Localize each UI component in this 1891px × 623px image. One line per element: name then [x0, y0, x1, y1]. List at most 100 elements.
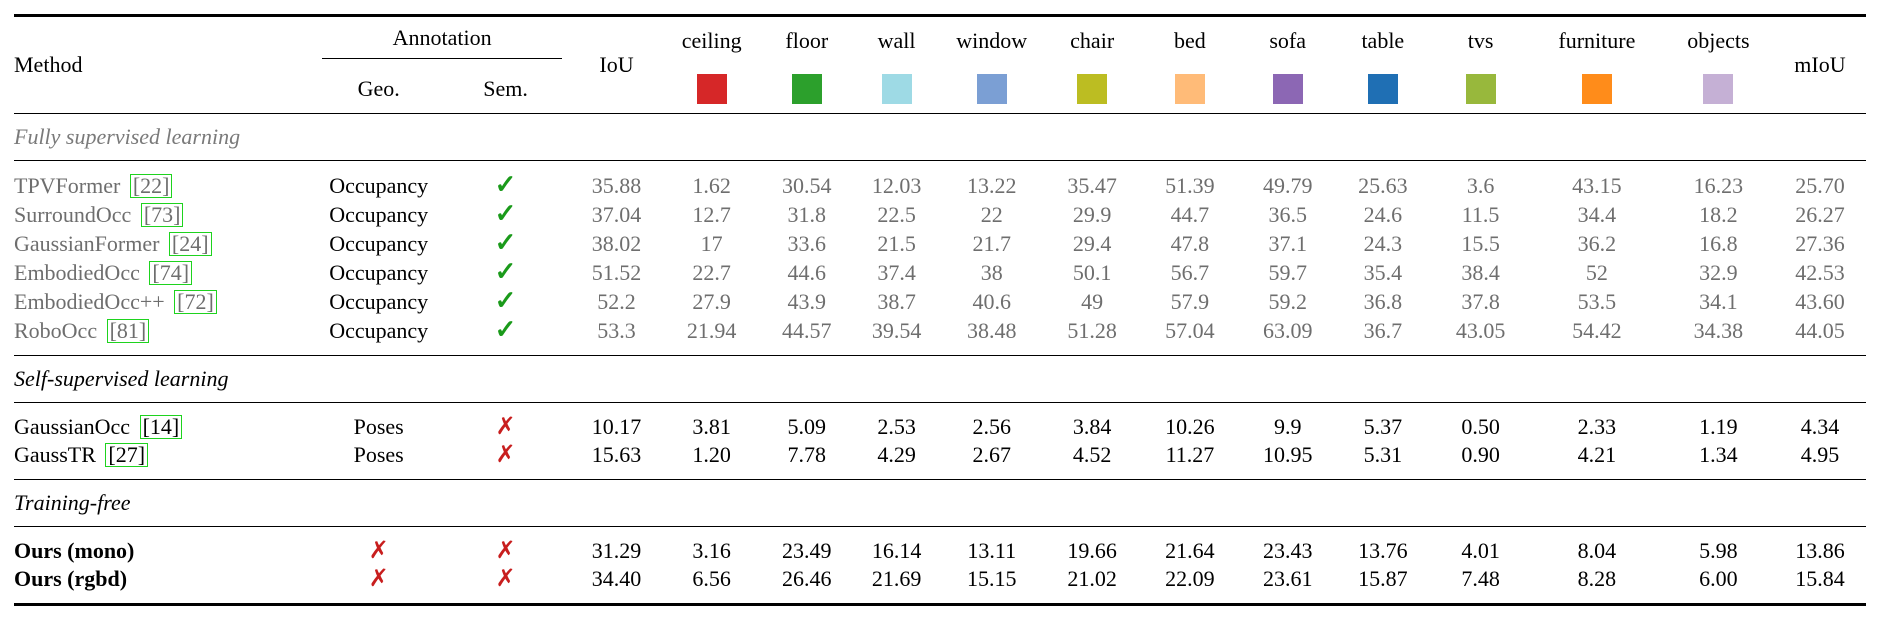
citation-link[interactable]: [24] [168, 231, 212, 256]
metric-value-cell: 22.09 [1165, 566, 1215, 591]
class-header-objects: objects [1687, 28, 1750, 53]
metric-value-cell: 34.1 [1699, 288, 1738, 314]
cross-mark-icon: ✗ [495, 566, 516, 592]
class-header-ceiling: ceiling [681, 28, 742, 53]
sem-annotation-cell: ✗ [442, 441, 569, 469]
metric-value-cell: 31.29 [591, 538, 642, 563]
citation-number: 72 [184, 288, 207, 314]
metric-value-cell: 21.7 [972, 230, 1011, 256]
table-row: Ours (mono) ✗ ✗ 31.29 3.16 23.49 16.14 13.11 19.… [14, 537, 1866, 565]
section-row-self-supervised: Self-supervised learning [14, 355, 1866, 403]
metric-value-cell: 22.5 [877, 201, 916, 227]
sem-annotation-cell: ✗ [442, 565, 569, 593]
citation-link[interactable]: [74] [149, 260, 193, 285]
metric-value-cell: 21.94 [686, 317, 737, 343]
metric-value-cell: 50.1 [1072, 259, 1112, 285]
header-row-2: Geo. Sem. [14, 65, 1866, 114]
metric-value-cell: 12.03 [871, 172, 922, 198]
metric-value-cell: 13.22 [966, 172, 1017, 198]
metric-value-cell: 36.8 [1363, 288, 1403, 314]
metric-value-cell: 42.53 [1795, 259, 1845, 285]
objects-color-swatch [1703, 74, 1734, 105]
metric-value-cell: 44.6 [787, 259, 827, 285]
miou-header: mIoU [1794, 52, 1846, 77]
class-header-bed: bed [1174, 28, 1206, 53]
check-mark-icon: ✓ [494, 170, 517, 199]
citation-link[interactable]: [81] [106, 318, 150, 343]
citation-link[interactable]: [73] [140, 202, 184, 227]
metric-value-cell: 57.04 [1165, 317, 1215, 343]
section-title-self-supervised: Self-supervised learning [14, 366, 229, 391]
geo-annotation-cell: Occupancy [315, 200, 442, 229]
table-color-swatch [1367, 74, 1398, 105]
citation-link[interactable]: [72] [174, 288, 217, 314]
sem-annotation-cell: ✗ [442, 537, 569, 565]
metric-value-cell: 31.8 [787, 201, 827, 227]
metric-value-cell: 23.49 [782, 538, 832, 563]
citation-link[interactable]: [14] [139, 415, 183, 439]
metric-value-cell: 39.54 [871, 317, 922, 343]
metric-value-cell: 24.6 [1363, 201, 1403, 227]
swatch-cell-tvs [1430, 65, 1530, 114]
results-table-container: Method Annotation IoU ceiling floor wall… [14, 14, 1866, 606]
metric-value-cell: 4.52 [1072, 442, 1112, 467]
method-name: Ours (mono) [14, 538, 135, 563]
geo-header: Geo. [357, 76, 400, 101]
class-header-table: table [1361, 28, 1405, 53]
method-name-cell: GaussianOcc [14] [14, 413, 315, 441]
metric-value-cell: 11.27 [1165, 442, 1215, 467]
metric-value-cell: 43.9 [787, 288, 827, 314]
class-header-chair: chair [1070, 28, 1115, 53]
swatch-cell-floor [759, 65, 854, 114]
metric-value-cell: 59.2 [1268, 288, 1307, 314]
metric-value-cell: 3.81 [692, 414, 731, 439]
metric-value-cell: 21.64 [1165, 538, 1215, 563]
geo-annotation-value: Occupancy [329, 230, 429, 256]
swatch-cell-wall [854, 65, 939, 114]
metric-value-cell: 3.6 [1466, 172, 1495, 198]
metric-value-cell: 37.4 [877, 259, 916, 285]
metric-value-cell: 38 [980, 259, 1003, 285]
annotation-header: Annotation [315, 16, 569, 66]
results-table: Method Annotation IoU ceiling floor wall… [14, 14, 1866, 606]
metric-value-cell: 10.26 [1165, 414, 1215, 439]
sem-header: Sem. [483, 76, 528, 101]
geo-annotation-value: Occupancy [329, 201, 429, 227]
check-mark-icon: ✓ [494, 257, 517, 286]
metric-value-cell: 51.28 [1067, 317, 1117, 343]
section-title-training-free: Training-free [14, 490, 131, 515]
metric-value-cell: 22 [980, 201, 1003, 227]
metric-value-cell: 51.52 [591, 259, 642, 285]
method-name-cell: SurroundOcc [73] [14, 200, 315, 229]
geo-annotation-value: Occupancy [329, 317, 429, 343]
cross-mark-icon: ✗ [495, 538, 516, 564]
check-mark-icon: ✓ [494, 286, 517, 315]
metric-value-cell: 1.20 [692, 442, 731, 467]
citation-link[interactable]: [27] [105, 443, 149, 467]
metric-value-cell: 38.7 [877, 288, 916, 314]
swatch-cell-chair [1045, 65, 1140, 114]
metric-value-cell: 27.9 [692, 288, 731, 314]
window-color-swatch [976, 74, 1007, 105]
table-row: TPVFormer [22] Occupancy ✓ 35.88 1.62 30.54 12… [14, 171, 1866, 200]
metric-value-cell: 8.04 [1577, 538, 1617, 563]
method-name-cell: Ours (mono) [14, 537, 315, 565]
method-name-cell: TPVFormer [22] [14, 171, 315, 200]
metric-value-cell: 0.50 [1461, 414, 1500, 439]
method-name-cell: RoboOcc [81] [14, 316, 315, 345]
method-name-cell: GaussianFormer [24] [14, 229, 315, 258]
metric-value-cell: 29.9 [1072, 201, 1112, 227]
check-mark-icon: ✓ [494, 199, 517, 228]
citation-link[interactable]: [22] [129, 173, 173, 198]
metric-value-cell: 4.34 [1800, 414, 1840, 439]
table-row: GaussianFormer [24] Occupancy ✓ 38.02 17 33.6… [14, 229, 1866, 258]
check-mark-icon: ✓ [494, 228, 517, 257]
geo-annotation-value: Occupancy [329, 259, 429, 285]
metric-value-cell: 7.48 [1461, 566, 1500, 591]
metric-value-cell: 4.95 [1800, 442, 1840, 467]
metric-value-cell: 3.84 [1072, 414, 1112, 439]
metric-value-cell: 2.53 [877, 414, 916, 439]
geo-annotation-cell: ✗ [315, 565, 442, 593]
method-name: SurroundOcc [14, 201, 132, 227]
metric-value-cell: 37.04 [591, 201, 642, 227]
